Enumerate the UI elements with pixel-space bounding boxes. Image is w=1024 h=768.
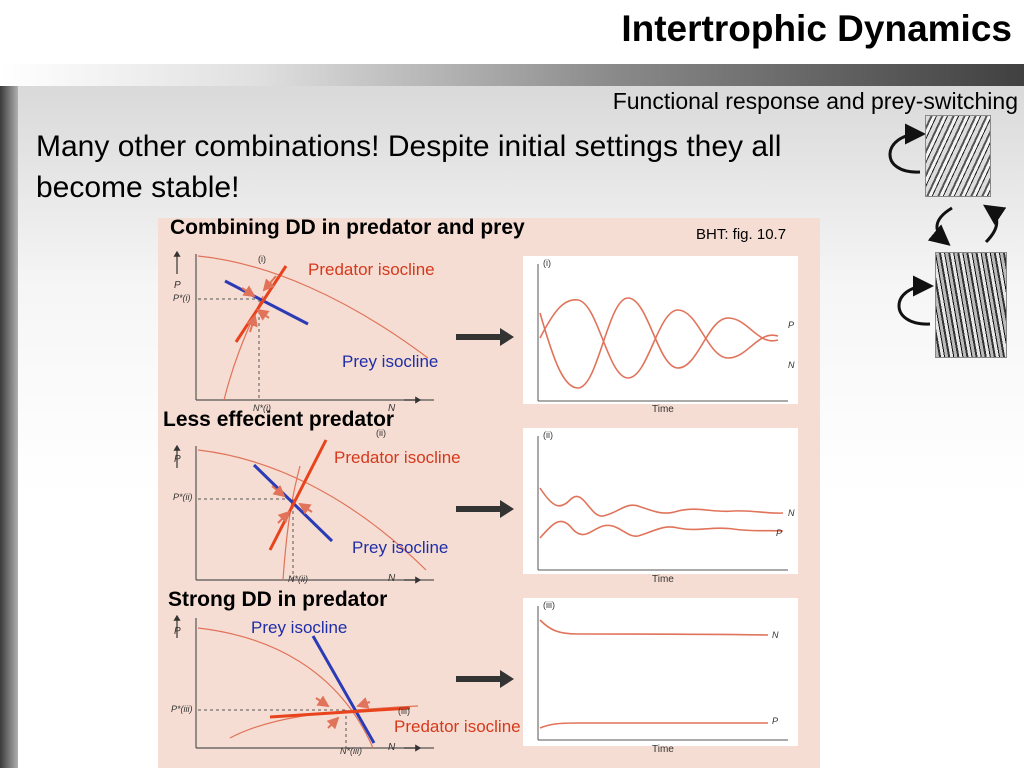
figure-panel: Combining DD in predator and prey Less e… [158,216,820,768]
axis-p-iii: P [174,626,181,637]
panel-tag-ii: (ii) [376,428,386,438]
time-label-i: Time [652,404,674,415]
time-series-ii [523,428,798,574]
axis-n-iii: N [388,742,396,753]
figure-source: BHT: fig. 10.7 [696,226,787,243]
panel-tag-i: (i) [258,254,266,264]
time-label-iii: Time [652,744,674,755]
cycle-arrow-icon [888,123,926,174]
predator-isocline-label-i: Predator isocline [308,260,435,279]
series-label-ii-top: N [788,508,795,518]
panel-tag-iii: (iii) [398,706,410,716]
down-arrow-icon [927,206,953,246]
series-label-ii-bottom: P [776,528,783,538]
axis-n-i: N [388,403,396,414]
n-star-ii: N*(ii) [288,574,308,584]
transition-arrow-ii [456,500,514,518]
transition-arrow-iii [456,670,514,688]
up-arrow-icon [983,204,1007,244]
axis-p-i: P [174,280,181,291]
time-label-ii: Time [652,574,674,585]
time-series-i [523,256,798,404]
ts-tag-i: (i) [543,258,551,268]
p-star-ii: P*(ii) [173,492,193,502]
panel-heading-iii: Strong DD in predator [168,588,388,611]
cycle-arrows [888,123,1007,326]
figure-drawing [173,250,798,752]
predator-prey-icons [880,112,1024,362]
panel-heading-ii: Less effecient predator [163,408,395,431]
tiger-photo [925,115,991,197]
time-series-iii [523,598,798,746]
phase-plane-i [173,250,434,404]
predator-isocline-label-iii: Predator isocline [394,717,521,736]
p-star-iii: P*(iii) [171,704,193,714]
n-star-i: N*(i) [253,403,271,413]
transition-arrow-i [456,328,514,346]
slide-heading: Many other combinations! Despite initial… [36,130,782,204]
slide-title: Intertrophic Dynamics [621,8,1012,49]
phase-plane-ii [173,439,434,584]
prey-isocline-label-ii: Prey isocline [352,538,449,557]
ts-tag-iii: (iii) [543,600,555,610]
axis-p-ii: P [174,454,181,465]
ts-tag-ii: (ii) [543,430,553,440]
axis-n-ii: N [388,573,396,584]
n-star-iii: N*(iii) [340,746,362,756]
deer-photo [935,252,1007,358]
series-label-iii-bottom: P [772,716,779,726]
p-star-i: P*(i) [173,293,191,303]
series-label-i-top: P [788,320,795,330]
left-gradient-bar [0,84,20,768]
series-label-i-bottom: N [788,360,795,370]
slide-subtitle: Functional response and prey-switching [612,88,1018,114]
cycle-arrow-icon-2 [897,275,934,326]
phase-plane-iii [173,614,434,752]
prey-isocline-label-iii: Prey isocline [251,618,348,637]
predator-isocline-label-ii: Predator isocline [334,448,461,467]
title-underline-bar [0,64,1024,86]
panel-heading-i: Combining DD in predator and prey [170,216,525,239]
prey-isocline-label-i: Prey isocline [342,352,439,371]
series-label-iii-top: N [772,630,779,640]
